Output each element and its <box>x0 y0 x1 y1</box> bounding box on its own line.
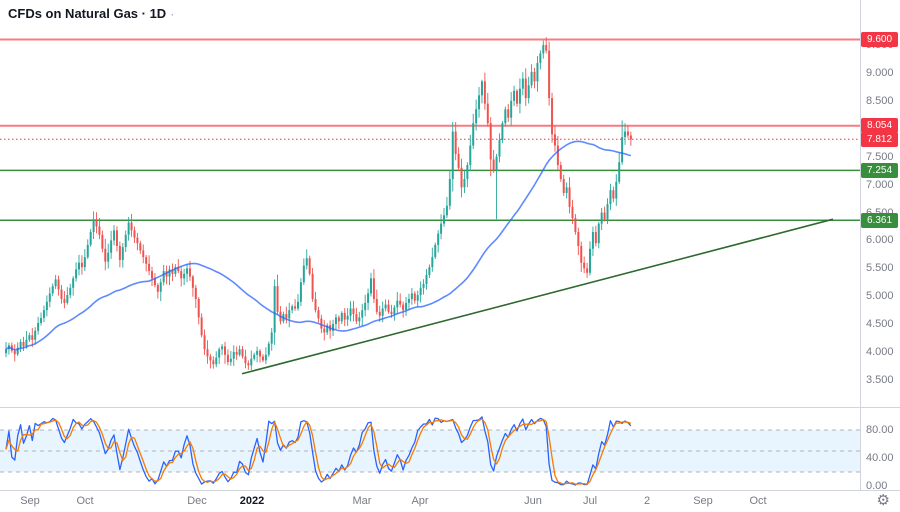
time-axis-label: Sep <box>20 495 40 507</box>
time-axis-label: Jun <box>524 495 542 507</box>
price-level-badge: 6.361 <box>861 212 898 228</box>
settings-gear-icon[interactable]: ⚙ <box>876 492 890 509</box>
price-level-badge: 7.812 <box>861 131 898 147</box>
time-axis-label: Mar <box>352 495 372 507</box>
price-level-badge: 8.054 <box>861 118 898 134</box>
symbol-legend[interactable]: CFDs on Natural Gas · 1D · <box>8 6 174 21</box>
price-level-badge: 7.254 <box>861 162 898 178</box>
price-axis-label: 4.000 <box>866 346 894 358</box>
price-level-badge: 9.600 <box>861 32 898 48</box>
time-axis-label: Jul <box>582 495 598 507</box>
price-axis-label: 9.000 <box>866 67 894 79</box>
time-axis-label: Oct <box>76 495 94 507</box>
symbol-title[interactable]: CFDs on Natural Gas · 1D <box>8 6 167 21</box>
price-axis-label: 7.000 <box>866 178 894 191</box>
oscillator-axis-label: 0.00 <box>866 480 888 492</box>
time-axis-label: Sep <box>693 495 713 507</box>
time-axis-label: 2022 <box>239 495 265 507</box>
price-axis-label: 6.000 <box>866 234 894 247</box>
price-axis-label: 7.500 <box>866 150 894 163</box>
price-axis-label: 5.000 <box>866 290 894 303</box>
time-axis-label: Dec <box>187 495 207 507</box>
price-axis-label: 3.500 <box>866 373 894 386</box>
price-axis-label: 4.500 <box>866 318 894 331</box>
time-axis-label: 2 <box>643 495 651 507</box>
time-axis-label: Oct <box>749 495 767 507</box>
legend-separator-dot: · <box>170 7 175 21</box>
oscillator-axis-label: 80.00 <box>866 424 894 436</box>
time-axis[interactable]: Sep Oct Dec 2022 Mar Apr Jun Jul 2 Sep Oct <box>0 490 900 512</box>
oscillator-axis-label: 40.00 <box>866 452 894 464</box>
price-axis-label: 8.500 <box>866 94 894 107</box>
time-axis-label: Apr <box>411 495 429 507</box>
price-axis-label: 5.500 <box>866 262 894 275</box>
price-axis[interactable]: 9.5009.0008.5007.5007.0006.5006.0005.500… <box>860 0 900 492</box>
